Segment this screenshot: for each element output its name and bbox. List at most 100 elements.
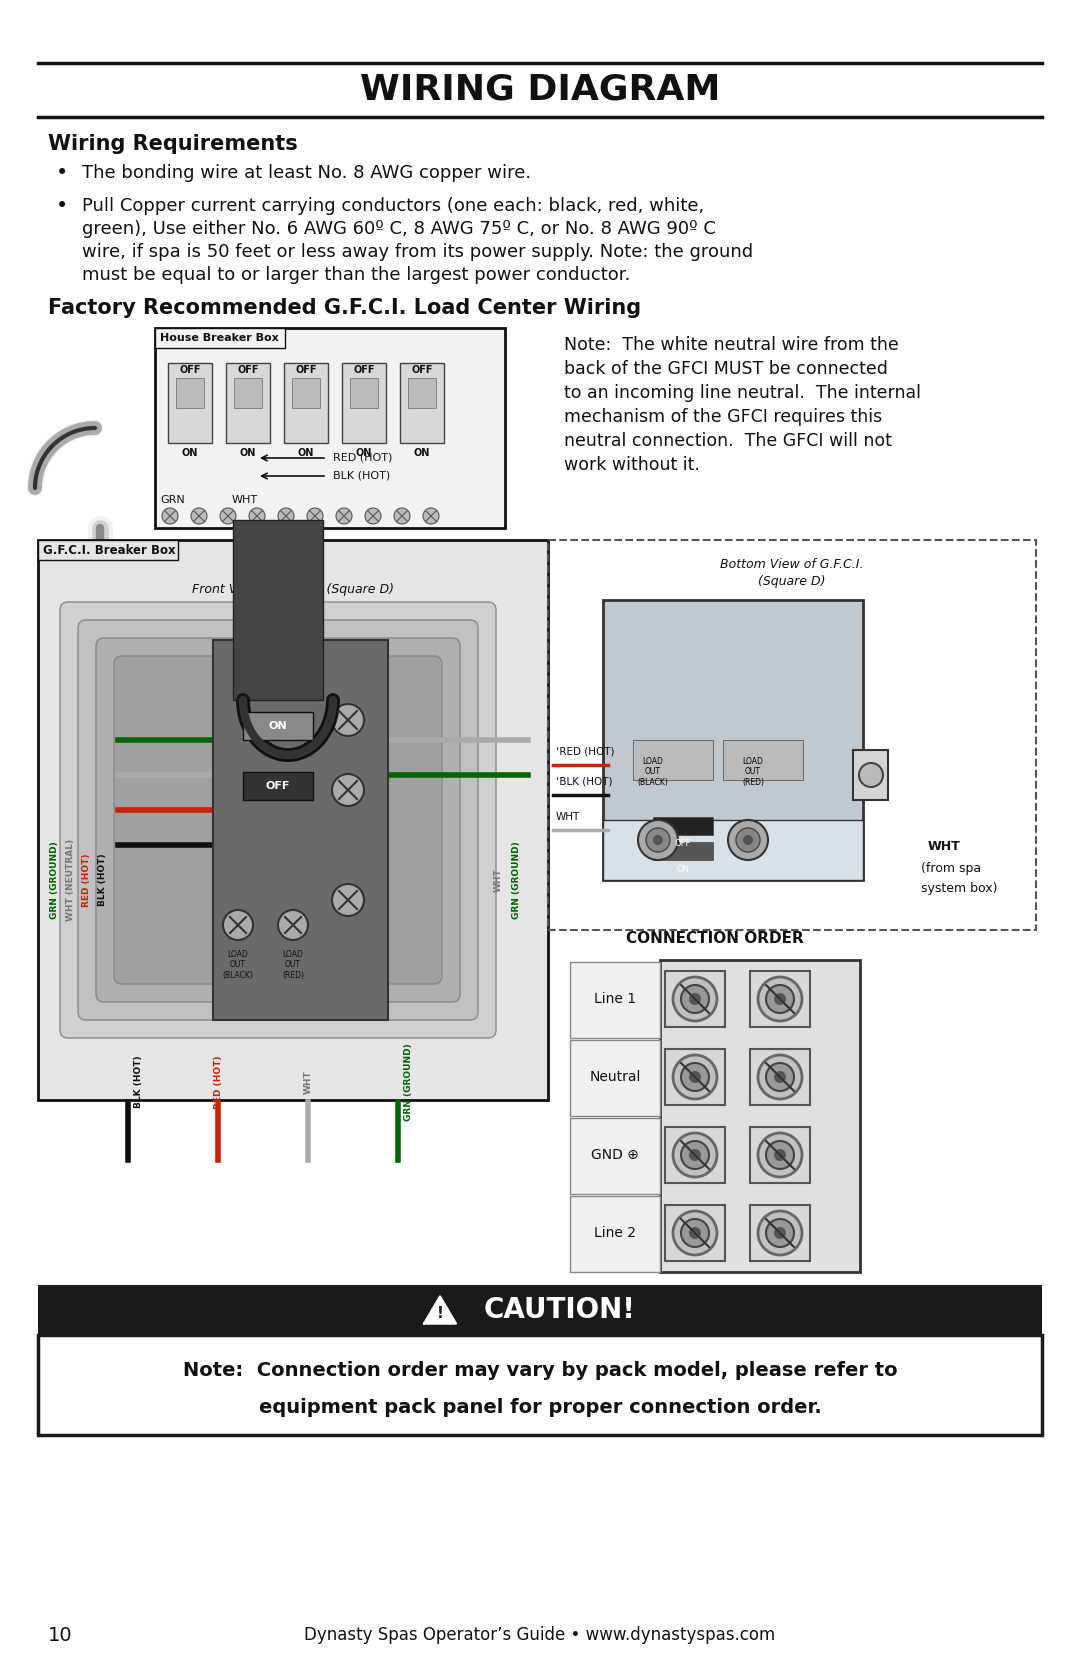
Bar (548, 541, 1036, 930)
Bar (350, 377, 378, 407)
Circle shape (758, 1055, 802, 1098)
Circle shape (774, 1148, 786, 1162)
Bar (653, 818, 713, 834)
Text: RED (HOT): RED (HOT) (214, 1055, 222, 1108)
Circle shape (774, 993, 786, 1005)
Circle shape (766, 985, 794, 1013)
Text: WHT: WHT (494, 868, 502, 891)
Circle shape (307, 507, 323, 524)
FancyBboxPatch shape (96, 638, 460, 1001)
Circle shape (681, 985, 708, 1013)
Text: Neutral: Neutral (590, 1070, 640, 1083)
Text: •: • (56, 164, 68, 184)
Text: Front View of G.F.C.I. (Square D): Front View of G.F.C.I. (Square D) (192, 584, 394, 596)
Text: BLK (HOT): BLK (HOT) (134, 1056, 143, 1108)
Bar (342, 362, 386, 442)
Bar (168, 362, 212, 442)
Bar (233, 521, 323, 699)
Text: LOAD
OUT
(BLACK): LOAD OUT (BLACK) (222, 950, 254, 980)
Text: (Square D): (Square D) (758, 576, 826, 589)
Text: GRN (GROUND): GRN (GROUND) (512, 841, 521, 920)
Bar (292, 377, 320, 407)
Bar (38, 1285, 1042, 1335)
Text: BLK (HOT): BLK (HOT) (97, 853, 107, 906)
Text: WHT: WHT (303, 1070, 312, 1093)
Bar (750, 1205, 810, 1262)
Text: WHT: WHT (556, 813, 580, 823)
Text: Bottom View of G.F.C.I.: Bottom View of G.F.C.I. (720, 559, 864, 571)
Circle shape (249, 507, 265, 524)
Bar (603, 599, 863, 880)
Text: ON: ON (269, 721, 287, 731)
Circle shape (222, 910, 253, 940)
Text: system box): system box) (921, 881, 998, 895)
Circle shape (162, 507, 178, 524)
Bar (660, 960, 860, 1272)
Text: CONNECTION ORDER: CONNECTION ORDER (626, 931, 804, 946)
Circle shape (766, 1142, 794, 1168)
Circle shape (758, 976, 802, 1021)
Circle shape (728, 819, 768, 860)
Circle shape (423, 507, 438, 524)
Text: ON: ON (676, 865, 689, 873)
Bar (243, 713, 313, 739)
Circle shape (681, 1142, 708, 1168)
Bar (400, 362, 444, 442)
Text: wire, if spa is 50 feet or less away from its power supply. Note: the ground: wire, if spa is 50 feet or less away fro… (82, 244, 753, 260)
Text: S-CLASS SHOWN: S-CLASS SHOWN (650, 1287, 780, 1302)
Text: ‘BLK (HOT): ‘BLK (HOT) (556, 778, 612, 788)
Bar (156, 329, 505, 527)
Circle shape (689, 1148, 701, 1162)
Circle shape (278, 910, 308, 940)
Circle shape (766, 1063, 794, 1092)
Circle shape (735, 828, 760, 851)
Circle shape (220, 507, 237, 524)
Text: House Breaker Box: House Breaker Box (160, 334, 279, 344)
FancyBboxPatch shape (114, 656, 442, 985)
Text: ON: ON (240, 447, 256, 457)
Text: neutral connection.  The GFCI will not: neutral connection. The GFCI will not (564, 432, 892, 451)
Text: ON: ON (414, 447, 430, 457)
Bar (570, 1118, 660, 1193)
Bar (750, 971, 810, 1026)
Text: BLK (HOT): BLK (HOT) (333, 471, 390, 481)
Bar (234, 377, 262, 407)
Text: Note:  Connection order may vary by pack model, please refer to: Note: Connection order may vary by pack … (183, 1360, 897, 1380)
Bar (570, 961, 660, 1038)
Circle shape (689, 1227, 701, 1238)
Bar (750, 1127, 810, 1183)
Bar (408, 377, 436, 407)
Bar (750, 1050, 810, 1105)
Bar (156, 329, 285, 349)
Circle shape (859, 763, 883, 788)
Text: Dynasty Spas Operator’s Guide • www.dynastyspas.com: Dynasty Spas Operator’s Guide • www.dyna… (305, 1626, 775, 1644)
Text: Wiring Requirements: Wiring Requirements (48, 134, 298, 154)
Circle shape (646, 828, 670, 851)
Text: RED (HOT): RED (HOT) (81, 853, 91, 906)
Bar (38, 541, 548, 1100)
Circle shape (743, 834, 753, 845)
Text: OFF: OFF (675, 840, 691, 848)
Text: LOAD
OUT
(RED): LOAD OUT (RED) (742, 758, 764, 786)
Circle shape (332, 774, 364, 806)
Text: WIRING DIAGRAM: WIRING DIAGRAM (360, 73, 720, 107)
Text: ‘RED (HOT): ‘RED (HOT) (556, 748, 615, 758)
Circle shape (681, 1218, 708, 1247)
Bar (653, 841, 713, 860)
Circle shape (673, 1133, 717, 1177)
Circle shape (689, 1071, 701, 1083)
Text: must be equal to or larger than the largest power conductor.: must be equal to or larger than the larg… (82, 265, 631, 284)
Circle shape (332, 885, 364, 916)
Bar (226, 362, 270, 442)
Text: OFF: OFF (295, 366, 316, 376)
Circle shape (673, 976, 717, 1021)
Bar (665, 1050, 725, 1105)
Circle shape (758, 1133, 802, 1177)
Circle shape (681, 1063, 708, 1092)
Circle shape (766, 1218, 794, 1247)
Text: WHT (NEUTRAL): WHT (NEUTRAL) (66, 840, 75, 921)
Text: GRN (GROUND): GRN (GROUND) (404, 1043, 413, 1122)
Bar (284, 362, 328, 442)
Circle shape (777, 995, 784, 1003)
Text: G.F.C.I. Breaker Box: G.F.C.I. Breaker Box (43, 544, 176, 556)
